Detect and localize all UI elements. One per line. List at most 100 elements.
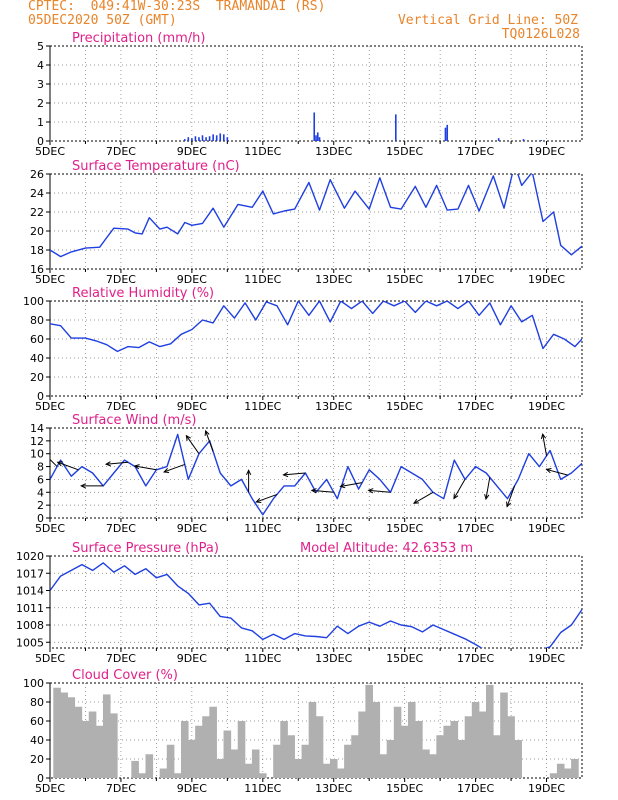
cloud-bar: [81, 721, 90, 778]
wind-arrow-head: [506, 501, 512, 508]
wind-xtick-label: 7DEC: [106, 522, 136, 535]
cloud-bar: [422, 749, 430, 778]
header-station: CPTEC: 049:41W-30:23S TRAMANDAI (RS): [28, 0, 326, 14]
cloud-bar: [500, 692, 508, 778]
precip-xtick-label: 13DEC: [315, 145, 352, 158]
pressure-ytick-label: 1008: [16, 619, 44, 632]
pressure-xtick-label: 5DEC: [35, 652, 65, 665]
cloud-bar: [344, 744, 352, 778]
temp-xtick-label: 7DEC: [106, 273, 136, 286]
wind-arrow-head: [104, 461, 111, 467]
precip-plot: [183, 112, 543, 141]
precip-bar: [395, 114, 397, 141]
cloud-bar: [110, 713, 118, 778]
rh-xtick-label: 5DEC: [35, 400, 65, 413]
wind-plot: [50, 429, 582, 516]
precip-bar: [191, 138, 193, 141]
cloud-bar: [301, 744, 310, 778]
cloud-bar: [471, 702, 480, 778]
wind-arrow-head: [453, 493, 459, 500]
pressure-xtick-label: 9DEC: [177, 652, 207, 665]
wind-arrow-shaft: [340, 482, 363, 487]
cloud-panel: [46, 682, 583, 782]
temp-ytick-label: 22: [30, 206, 44, 219]
cloud-bar: [415, 721, 423, 778]
rh-plot: [50, 301, 582, 353]
pressure-ytick-label: 1017: [16, 567, 44, 580]
temp-title: Surface Temperature (nC): [72, 159, 240, 174]
cloud-bar: [287, 735, 295, 778]
precip-ytick-label: 1: [37, 116, 44, 129]
pressure-title: Surface Pressure (hPa): [72, 541, 219, 556]
pressure-plot: [50, 562, 582, 648]
precip-bar: [212, 134, 214, 141]
cloud-plot: [53, 684, 579, 778]
cloud-bar: [308, 702, 317, 778]
cloud-xtick-label: 11DEC: [244, 782, 281, 795]
cloud-bar: [436, 735, 444, 778]
rh-ytick-label: 40: [30, 352, 44, 365]
cloud-bar: [195, 725, 203, 778]
cloud-xtick-label: 5DEC: [35, 782, 65, 795]
precip-bar: [444, 127, 447, 141]
pressure-xtick-label: 17DEC: [457, 652, 494, 665]
cloud-bar: [478, 711, 487, 778]
wind-arrow-shaft: [205, 430, 214, 452]
precip-bar: [226, 137, 229, 141]
cloud-bar: [145, 754, 154, 778]
temp-panel: [46, 173, 583, 273]
cloud-ytick-label: 60: [30, 715, 44, 728]
cloud-bar: [180, 721, 189, 778]
precip-bar: [208, 136, 211, 141]
cloud-bar: [507, 716, 515, 778]
rh-ytick-label: 20: [30, 371, 44, 384]
cloud-bar: [259, 773, 267, 778]
temp-ytick-label: 26: [30, 168, 44, 181]
wind-ytick-label: 2: [37, 499, 44, 512]
rh-xtick-label: 17DEC: [457, 400, 494, 413]
precip-bar: [187, 137, 190, 141]
precip-xtick-label: 5DEC: [35, 145, 65, 158]
temp-frame: [49, 173, 583, 270]
cloud-bar: [273, 744, 281, 778]
wind-arrow-head: [56, 461, 63, 467]
wind-arrow-head: [310, 488, 317, 494]
wind-xtick-label: 17DEC: [457, 522, 494, 535]
precip-ytick-label: 3: [37, 78, 44, 91]
temp-xtick-label: 19DEC: [528, 273, 565, 286]
precip-bar: [316, 132, 319, 141]
wind-xtick-label: 15DEC: [386, 522, 423, 535]
cloud-bar: [88, 711, 97, 778]
rh-xtick-label: 13DEC: [315, 400, 352, 413]
cloud-bar: [379, 754, 388, 778]
wind-arrow-shaft: [311, 489, 334, 493]
precip-ytick-label: 4: [37, 59, 44, 72]
cloud-bar: [493, 735, 501, 778]
precip-bar: [540, 140, 543, 141]
wind-xtick-label: 13DEC: [315, 522, 352, 535]
precip-xtick-label: 17DEC: [457, 145, 494, 158]
wind-arrow-head: [282, 471, 289, 478]
wind-panel: [46, 427, 583, 522]
header-datetime: 05DEC2020 50Z (GMT): [28, 13, 177, 28]
wind-title: Surface Wind (m/s): [72, 413, 196, 428]
precip-ytick-label: 2: [37, 97, 44, 110]
precip-title: Precipitation (mm/h): [72, 31, 205, 46]
cloud-xtick-label: 17DEC: [457, 782, 494, 795]
cloud-bar: [74, 706, 83, 778]
precip-bar: [198, 137, 200, 141]
wind-ytick-label: 8: [37, 461, 44, 474]
wind-arrow-head: [80, 483, 86, 489]
rh-ytick-label: 60: [30, 333, 44, 346]
cloud-xtick-label: 13DEC: [315, 782, 352, 795]
pressure-series-line: [50, 562, 582, 648]
cloud-bar: [188, 740, 196, 778]
rh-title: Relative Humidity (%): [72, 286, 214, 301]
wind-arrow-head: [133, 464, 140, 470]
temp-ytick-label: 16: [30, 263, 44, 276]
wind-arrow-shaft: [163, 463, 185, 473]
cloud-bar: [564, 768, 572, 778]
pressure-ytick-label: 1005: [16, 636, 44, 649]
wind-ytick-label: 4: [37, 486, 44, 499]
